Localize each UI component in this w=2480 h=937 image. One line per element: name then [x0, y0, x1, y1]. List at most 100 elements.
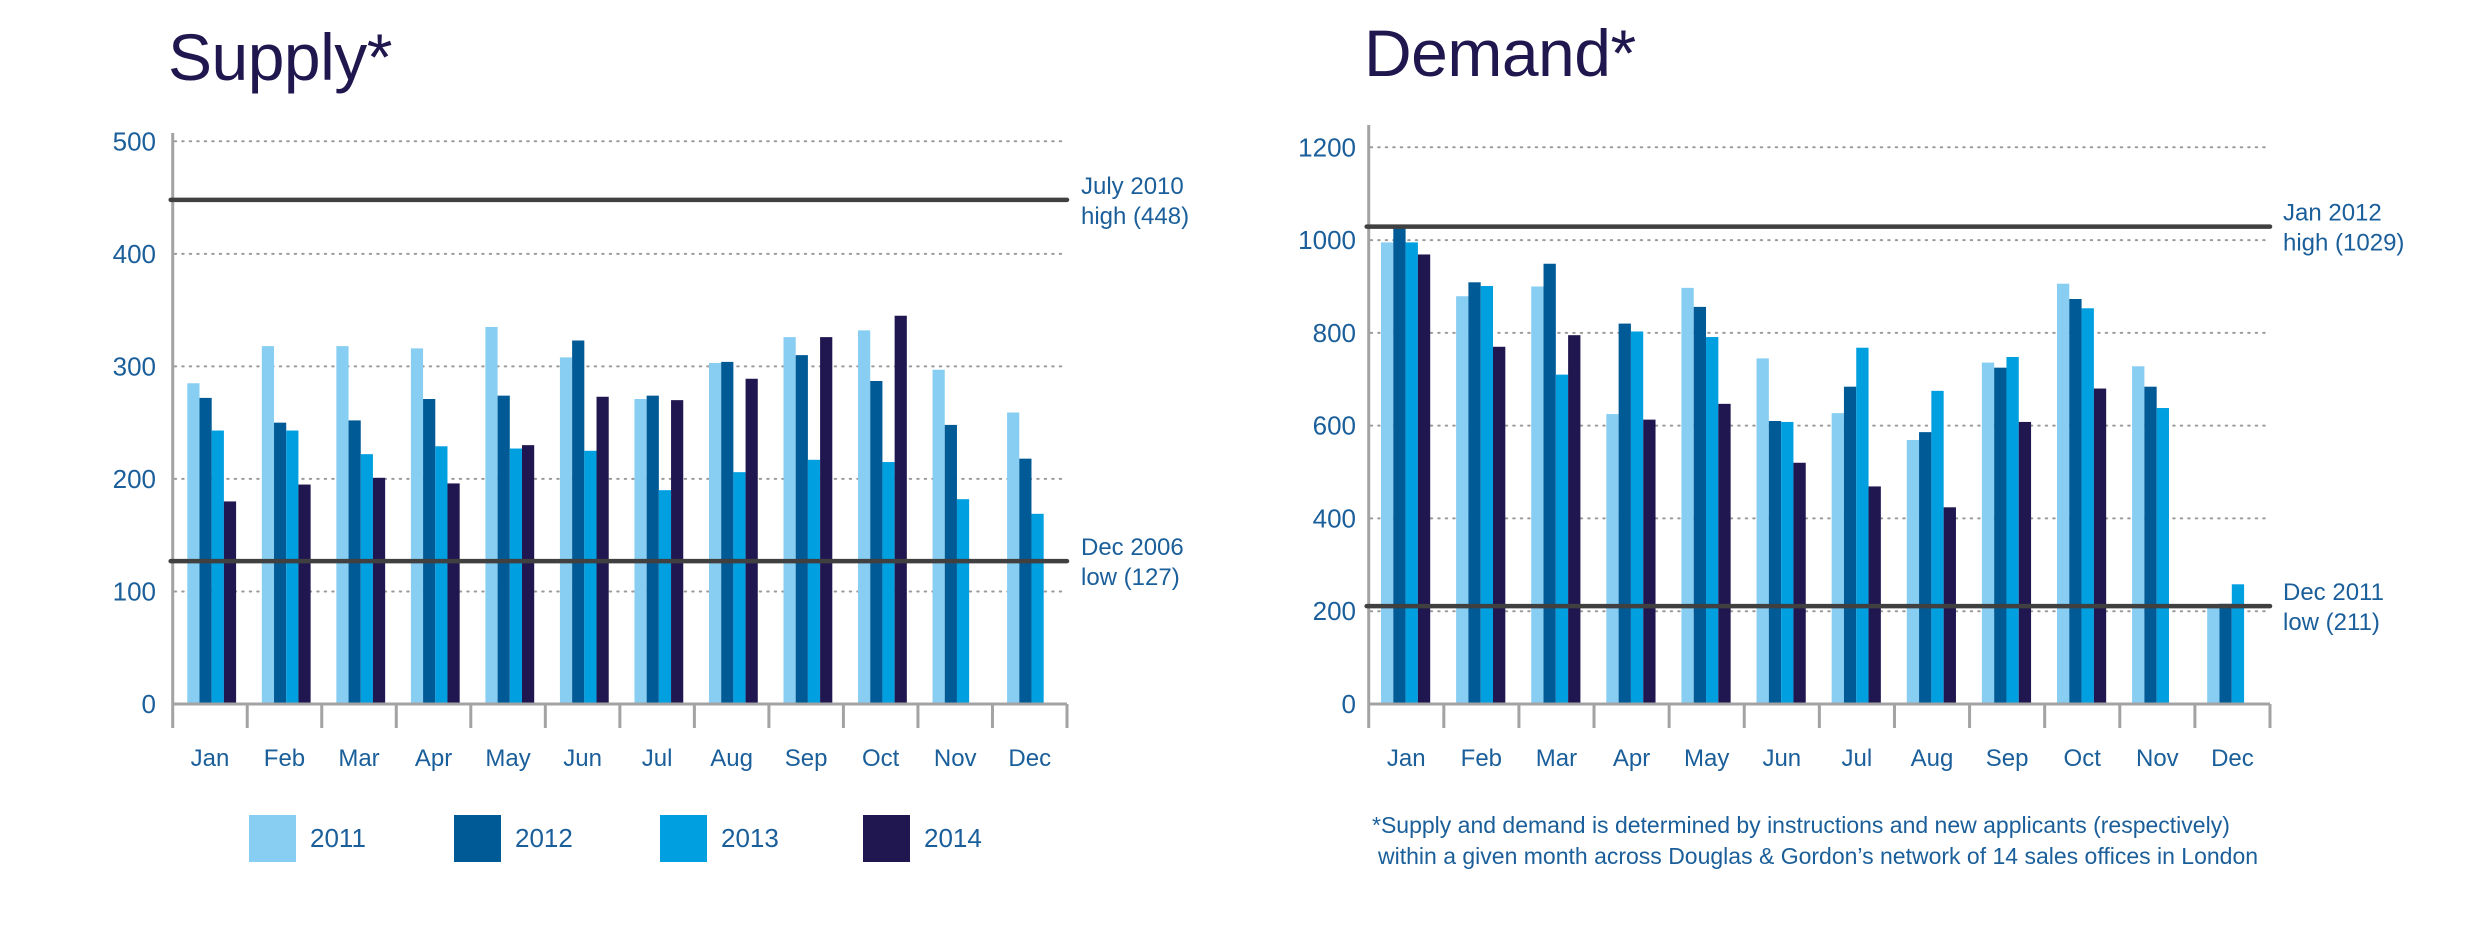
bar-2013-aug	[1931, 390, 1944, 704]
bar-2012-mar	[1543, 263, 1556, 704]
y-tick-label: 400	[1313, 503, 1356, 533]
x-tick-label-jan: Jan	[1387, 745, 1426, 772]
bar-2012-oct	[870, 381, 883, 704]
y-tick-label: 600	[1313, 411, 1356, 441]
bar-2014-mar	[372, 477, 386, 704]
bar-2014-feb	[298, 484, 311, 704]
bar-2014-feb	[1493, 346, 1506, 704]
bar-2012-nov	[944, 424, 957, 704]
bar-2014-jul	[1868, 486, 1881, 704]
bar-2013-mar	[360, 454, 373, 704]
bar-2013-jun	[1781, 421, 1794, 704]
x-tick-label-oct: Oct	[2064, 745, 2102, 772]
bar-2012-jun	[1768, 421, 1782, 704]
footnote-line-2: within a given month across Douglas & Go…	[1378, 843, 2259, 869]
x-tick-label-aug: Aug	[1911, 745, 1954, 772]
legend: 2011 2012 2013 2014	[249, 815, 1009, 862]
x-tick-label-oct: Oct	[862, 745, 900, 772]
y-tick-label: 400	[113, 239, 156, 269]
bar-2011-feb	[1456, 296, 1469, 704]
y-tick-label: 200	[113, 464, 156, 494]
bar-2011-nov	[2132, 366, 2145, 704]
bar-2011-jun	[1756, 358, 1769, 704]
bar-2011-apr	[410, 348, 424, 704]
x-tick-label-feb: Feb	[1461, 745, 1502, 772]
bar-2011-dec	[2207, 606, 2220, 704]
bar-2013-jan	[211, 430, 224, 704]
bar-2014-sep	[820, 337, 833, 704]
x-tick-label-sep: Sep	[785, 745, 828, 772]
x-tick-label-nov: Nov	[2136, 745, 2179, 772]
bar-2012-apr	[423, 399, 436, 704]
bar-2011-jun	[559, 357, 573, 704]
bar-2013-sep	[2006, 356, 2019, 704]
bar-2013-jul	[1856, 347, 1869, 704]
bar-2011-jan	[1381, 242, 1394, 704]
low-annotation-line-1: Dec 2006	[1081, 534, 1184, 561]
legend-label-2011: 2011	[310, 823, 366, 853]
x-tick-label-mar: Mar	[338, 745, 379, 772]
x-tick-label-apr: Apr	[1613, 745, 1650, 772]
bar-2013-oct	[882, 462, 895, 704]
bar-2011-may	[485, 326, 498, 704]
bar-2011-may	[1681, 287, 1694, 704]
bar-2011-aug	[708, 363, 722, 704]
high-annotation-line-2: high (448)	[1081, 203, 1189, 230]
legend-item-2012: 2012	[454, 815, 660, 862]
bar-2011-oct	[2056, 283, 2070, 704]
bar-2013-aug	[733, 472, 746, 704]
bar-2012-feb	[1468, 282, 1481, 704]
bar-2011-jul	[634, 399, 647, 704]
x-tick-label-jul: Jul	[642, 745, 673, 772]
bar-2011-oct	[858, 330, 871, 704]
bar-2011-dec	[1007, 412, 1020, 704]
bar-2011-sep	[783, 337, 796, 704]
bar-2012-jul	[646, 395, 659, 704]
bar-2011-jul	[1831, 413, 1844, 704]
x-tick-label-may: May	[1684, 745, 1729, 772]
bar-2012-apr	[1618, 323, 1631, 704]
bar-2014-jun	[1793, 462, 1806, 704]
x-tick-label-apr: Apr	[415, 745, 452, 772]
y-tick-label: 300	[113, 351, 156, 381]
bar-2014-jun	[596, 396, 609, 704]
bar-2012-jun	[572, 340, 585, 704]
high-annotation-line-2: high (1029)	[2283, 230, 2404, 257]
bar-2013-jul	[658, 490, 672, 704]
bar-2013-jan	[1405, 242, 1418, 704]
bar-2014-mar	[1568, 335, 1581, 704]
bar-2012-feb	[274, 422, 287, 704]
x-tick-label-dec: Dec	[1008, 745, 1051, 772]
bar-2012-jan	[1393, 226, 1406, 704]
y-tick-label: 100	[113, 576, 156, 606]
x-tick-label-jun: Jun	[563, 745, 602, 772]
bar-2013-dec	[2231, 584, 2245, 704]
bar-2011-sep	[1981, 362, 1995, 704]
bar-2012-dec	[2219, 603, 2232, 704]
legend-swatch-2014	[863, 815, 910, 862]
x-tick-label-jun: Jun	[1762, 745, 1801, 772]
bar-2014-oct	[2093, 388, 2107, 704]
x-tick-label-aug: Aug	[710, 745, 753, 772]
legend-item-2014: 2014	[863, 815, 982, 862]
bar-2012-nov	[2144, 386, 2157, 704]
bar-2011-mar	[1531, 286, 1544, 704]
legend-item-2013: 2013	[660, 815, 863, 862]
bar-2011-mar	[336, 346, 349, 704]
x-tick-label-jan: Jan	[191, 745, 230, 772]
footnote-line-1: *Supply and demand is determined by inst…	[1372, 812, 2230, 838]
legend-label-2014: 2014	[924, 823, 982, 853]
bar-2014-may	[522, 445, 535, 704]
high-annotation-line-1: July 2010	[1081, 173, 1184, 200]
bar-2014-apr	[1643, 419, 1656, 704]
bar-2013-apr	[435, 446, 448, 704]
supply-chart-title: Supply*	[168, 20, 393, 94]
bar-2012-aug	[721, 361, 734, 704]
bar-2012-may	[1693, 306, 1707, 704]
footnote: *Supply and demand is determined by inst…	[1372, 810, 2258, 872]
bar-2013-oct	[2081, 308, 2094, 704]
y-tick-label: 1000	[1298, 225, 1356, 255]
bar-2011-jan	[187, 383, 200, 704]
x-tick-label-may: May	[485, 745, 530, 772]
